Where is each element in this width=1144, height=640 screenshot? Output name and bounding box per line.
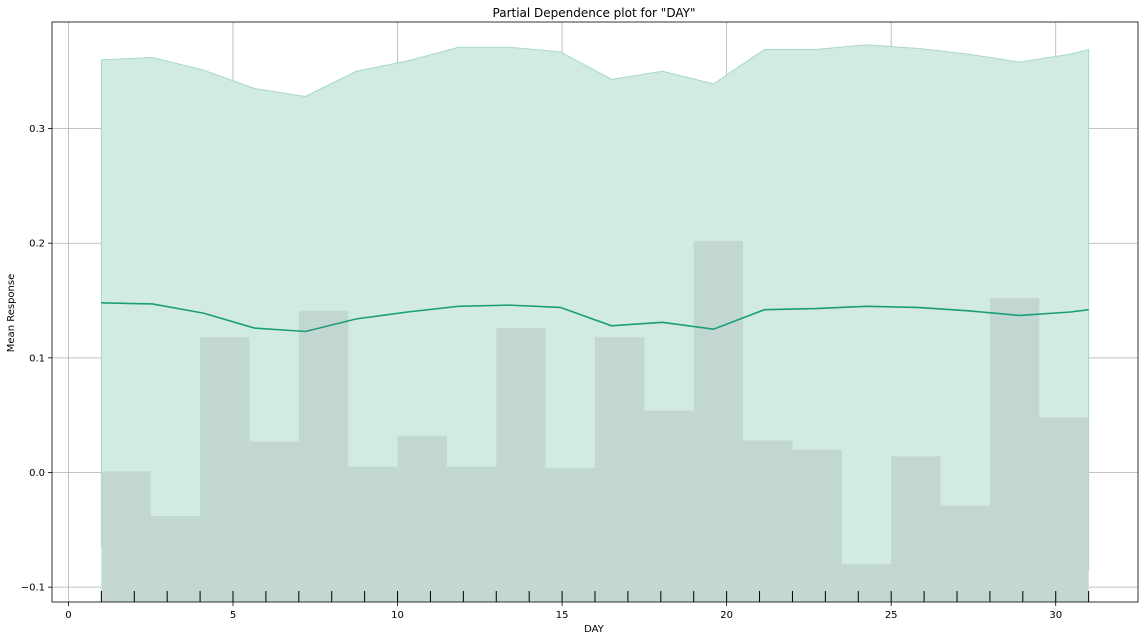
y-tick-label: 0.0 [29,468,45,479]
mean-response-line [101,302,1089,333]
plot-frame [51,21,1139,603]
y-tick-label: 0.1 [29,353,45,364]
histogram-bar [446,466,497,602]
x-tick-label: 30 [1049,610,1062,621]
x-tick-label: 5 [230,610,236,621]
x-tick-label: 15 [556,610,569,621]
histogram-bar [150,516,201,602]
histogram-bar [249,441,299,602]
histogram-bar [693,240,744,602]
histogram-bar [348,466,398,602]
y-axis-ticks: −0.1 0.0 0.1 0.2 0.3 [21,124,52,594]
histogram-bar [397,435,447,602]
histogram-bar [496,328,546,602]
y-tick-label: 0.3 [29,124,45,135]
x-tick-label: 0 [65,610,71,621]
histogram-bar [989,298,1040,602]
histogram-bar [743,440,793,602]
x-tick-label: 10 [391,610,404,621]
x-axis-ticks: 0 5 10 15 20 25 30 [65,602,1062,621]
histogram-bar [792,449,842,602]
x-axis-label: DAY [584,624,605,635]
histogram-bar [644,410,694,602]
chart-title: Partial Dependence plot for "DAY" [493,6,696,20]
histogram-bar [545,467,595,602]
y-axis-label: Mean Response [6,274,17,352]
histogram-bar [940,505,990,602]
histogram-bar [1039,417,1089,602]
histogram-bar [841,564,892,602]
histogram-bar [200,337,250,602]
histogram-bars [101,240,1089,602]
histogram-bar [891,456,941,602]
rug-ticks [100,591,1090,602]
plot-area: 0 5 10 15 20 25 30 −0.1 0.0 0.1 0.2 0.3 [21,21,1139,621]
histogram-bar [298,310,349,602]
histogram-bar [595,337,645,602]
y-tick-label: −0.1 [21,583,45,594]
histogram-bar [101,471,151,602]
y-tick-label: 0.2 [29,239,45,250]
x-tick-label: 20 [720,610,733,621]
x-tick-label: 25 [885,610,898,621]
